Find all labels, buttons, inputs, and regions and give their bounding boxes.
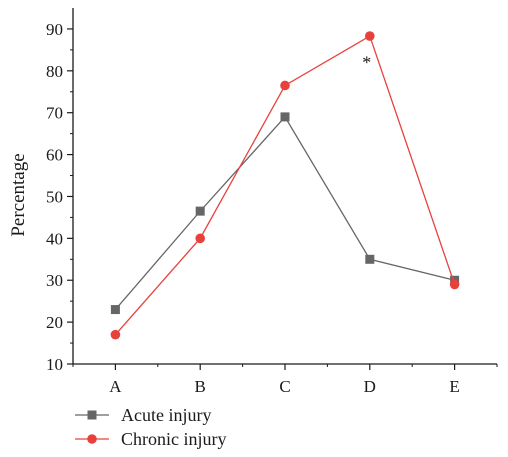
x-tick-label: A [109, 377, 122, 396]
data-point-circle [449, 279, 460, 290]
y-tick-label: 60 [46, 146, 63, 165]
data-point-circle [365, 31, 375, 41]
y-tick-label: 40 [46, 229, 63, 248]
annotation-layer: * [362, 52, 371, 72]
data-point-square [195, 206, 205, 216]
y-axis-title: Percentage [8, 153, 29, 236]
data-point-square [280, 112, 290, 122]
series-layer [110, 31, 460, 340]
significance-asterisk: * [362, 52, 371, 72]
data-point-square [365, 254, 375, 264]
y-tick-label: 90 [46, 20, 63, 39]
x-tick-label: E [449, 377, 459, 396]
legend-item: Acute injury [75, 405, 211, 425]
y-tick-label: 80 [46, 62, 63, 81]
series-line [114, 115, 455, 310]
axes: 10 20 30 40 50 60 70 80 90 A B C D E [46, 8, 498, 396]
series-chronic-injury [110, 31, 460, 340]
y-tick-label: 10 [46, 355, 63, 374]
x-tick-label: C [279, 377, 290, 396]
data-point-circle [280, 80, 290, 91]
legend: Acute injury Chronic injury [75, 405, 227, 449]
data-point-circle [195, 233, 205, 244]
legend-marker-circle [87, 434, 97, 444]
y-tick-label: 30 [46, 271, 63, 290]
x-tick-label: D [364, 377, 376, 396]
y-tick-label: 50 [46, 187, 63, 206]
y-tick-label: 20 [46, 313, 63, 332]
legend-label: Acute injury [121, 405, 211, 425]
y-tick-label: 70 [46, 104, 63, 123]
x-tick-label: B [195, 377, 206, 396]
data-point-circle [110, 329, 121, 340]
legend-item: Chronic injury [75, 429, 227, 449]
data-point-square [110, 305, 120, 315]
legend-marker-square [87, 410, 97, 420]
legend-label: Chronic injury [121, 429, 227, 449]
